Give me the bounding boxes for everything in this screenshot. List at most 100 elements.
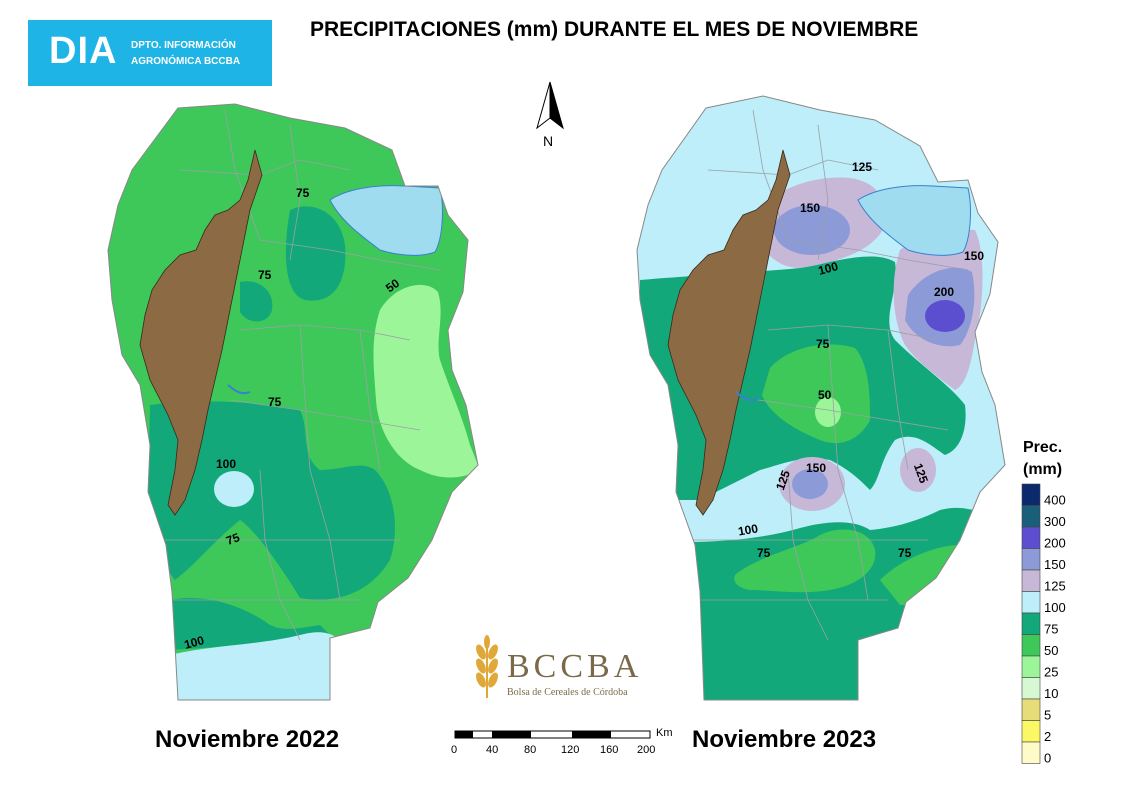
scale-unit: Km [656,727,673,739]
zone-75-100 [148,401,395,600]
isoline-label: 150 [800,201,820,215]
legend-items: 400 300 200 150 125 100 75 50 25 10 5 2 0 [1021,483,1066,766]
zone-200-300 [925,300,965,332]
subtitle-2022: Noviembre 2022 [155,726,340,753]
zone-50-75 [734,529,876,593]
logo-line-1: DPTO. INFORMACIÓN [131,40,236,51]
isoline-label: 100 [817,259,840,278]
scale-bar-segment [492,731,531,738]
map-2022-fill [108,104,478,700]
isoline-label: 100 [737,521,759,538]
bccba-name: BCCBA [507,648,642,685]
isoline-label: 75 [757,546,771,560]
dia-logo: DIA DPTO. INFORMACIÓN AGRONÓMICA BCCBA [28,20,272,86]
scale-tick: 40 [486,744,498,756]
isoline-label: 100 [216,457,236,471]
river [227,384,251,395]
isoline-label: 75 [268,395,282,409]
legend-swatch [1021,548,1041,571]
wheat-icon [476,635,498,698]
zone-100-125 [214,471,254,507]
department-lines [688,109,969,641]
legend-label: 200 [1044,536,1066,551]
isoline-label: 75 [296,186,310,200]
legend-swatch [1021,612,1041,635]
zone-100-125 [165,632,340,700]
map-2022: 75 75 50 75 100 75 100 [107,103,479,701]
isoline-label: 100 [183,633,206,652]
isoline-label: 125 [911,461,931,485]
legend-label: 300 [1044,514,1066,529]
scale-bar: 0 40 80 120 160 200 Km [451,727,673,756]
legend-swatch [1021,569,1041,592]
scale-tick: 160 [600,744,618,756]
logo-line-2: AGRONÓMICA BCCBA [131,56,241,67]
legend-swatch [1021,677,1041,700]
legend-label: 2 [1044,729,1051,744]
river [735,391,759,402]
zone-75-100 [285,206,346,301]
legend-swatch [1021,698,1041,721]
isoline-label: 125 [852,160,872,174]
page-title: PRECIPITACIONES (mm) DURANTE EL MES DE N… [310,18,919,41]
legend-swatch [1021,505,1041,528]
bccba-logo: BCCBA Bolsa de Cereales de Córdoba [476,635,642,698]
isoline-label: 150 [806,461,826,475]
legend-label: 125 [1044,579,1066,594]
isoline-label: 75 [258,268,272,282]
legend-swatch [1021,526,1041,549]
scale-tick: 200 [637,744,655,756]
legend-label: 50 [1044,643,1058,658]
legend-label: 400 [1044,493,1066,508]
isoline-label: 125 [773,468,793,492]
lagoon [857,185,971,256]
north-arrow-left [536,81,551,130]
lagoon [329,185,443,256]
bccba-full-name: Bolsa de Cereales de Córdoba [507,687,628,698]
subtitle-2023: Noviembre 2023 [692,726,877,753]
legend-label: 10 [1044,686,1058,701]
department-lines [160,109,441,641]
scale-tick: 120 [561,744,579,756]
legend-label: 75 [1044,622,1058,637]
scale-bar-segment [572,731,611,738]
legend: Prec. (mm) 400 300 200 150 125 100 75 50 25 10 5 2 0 [1021,439,1066,766]
legend-title: Prec. [1023,439,1062,456]
zone-50-75 [762,344,870,444]
north-arrow-label: N [543,133,553,149]
legend-swatch [1021,720,1041,743]
legend-swatch [1021,591,1041,614]
scale-bar-segment [455,731,473,738]
scale-bar-frame [454,730,651,739]
legend-unit: (mm) [1023,461,1062,478]
legend-swatch [1021,655,1041,678]
legend-label: 5 [1044,708,1051,723]
legend-label: 25 [1044,665,1058,680]
zone-150-200 [792,469,828,499]
isoline-label: 50 [818,388,832,402]
legend-label: 0 [1044,751,1051,766]
legend-swatch [1021,483,1041,506]
isoline-label: 75 [898,546,912,560]
logo-text: DIA [49,30,118,72]
sierras [667,149,791,516]
map-2023: 125 150 100 150 200 75 50 125 150 125 10… [636,95,1006,701]
isoline-label: 75 [224,530,242,548]
north-arrow: N [536,81,564,149]
zone-25-50 [373,284,478,478]
zone-150-200 [774,205,850,255]
isoline-label: 200 [934,285,954,299]
sierras [139,149,263,516]
zone-75-100 [240,281,273,322]
isoline-label: 75 [816,337,830,351]
legend-swatch [1021,634,1041,657]
legend-label: 100 [1044,600,1066,615]
scale-tick: 0 [451,744,457,756]
legend-swatch [1021,741,1041,764]
province-outline [107,103,479,701]
isoline-label: 150 [964,249,984,263]
zone-125-150 [900,448,936,492]
legend-label: 150 [1044,557,1066,572]
province-outline [636,95,1006,701]
